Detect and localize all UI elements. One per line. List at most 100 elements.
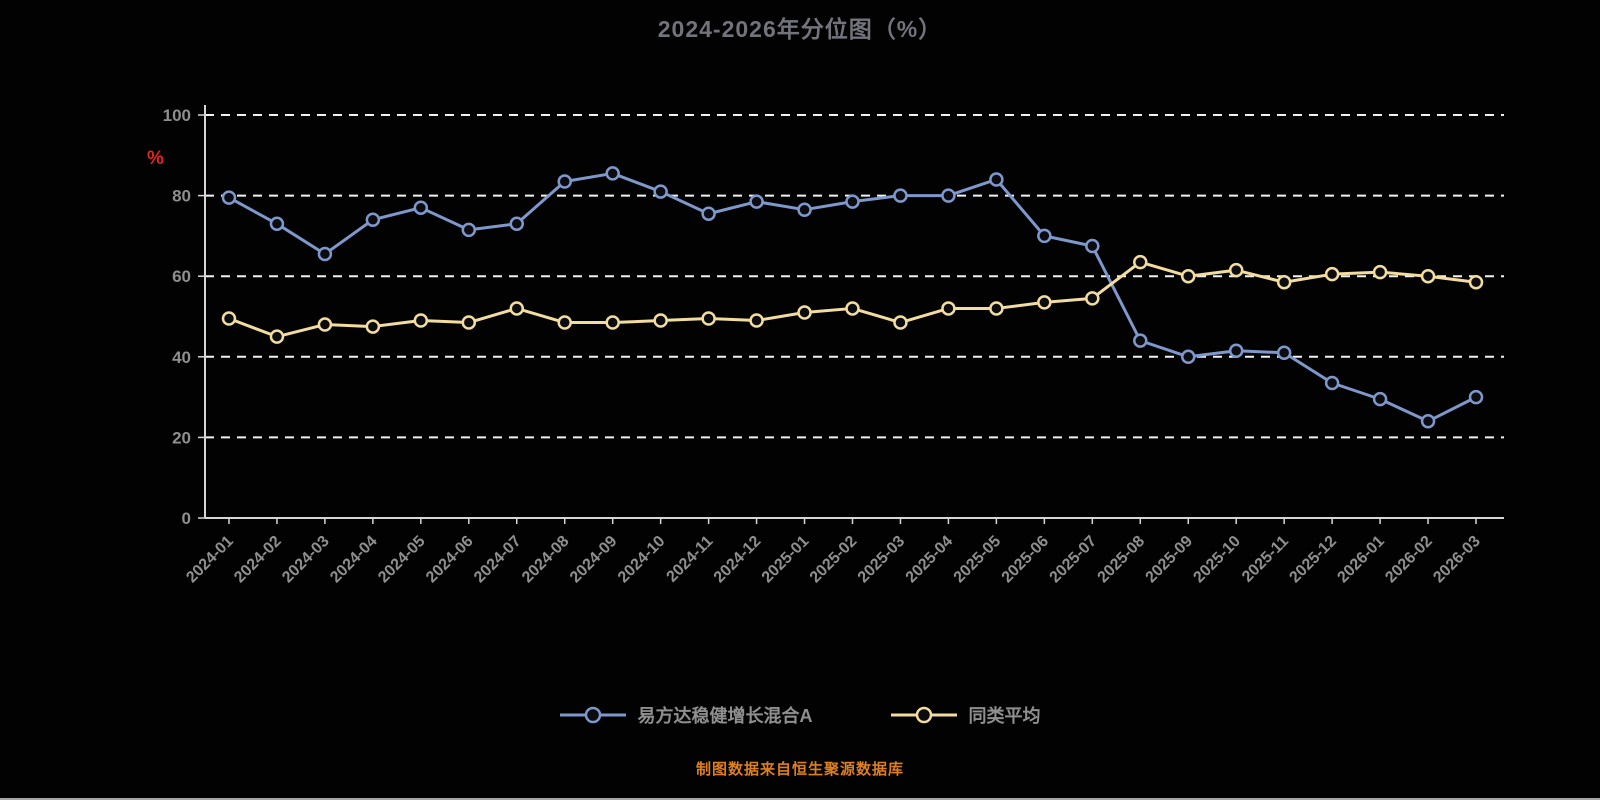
x-tick-label: 2024-09 — [567, 533, 621, 587]
y-tick-label: 40 — [172, 348, 191, 367]
data-point-s0-1[interactable] — [269, 216, 285, 232]
x-tick-label: 2026-02 — [1382, 533, 1436, 587]
data-point-s1-4[interactable] — [413, 313, 429, 328]
legend-label: 易方达稳健增长混合A — [637, 706, 813, 726]
data-point-s0-4[interactable] — [413, 200, 429, 215]
x-tick-label: 2025-03 — [855, 533, 909, 587]
x-tick-label: 2024-11 — [664, 533, 717, 586]
data-point-s1-7[interactable] — [557, 315, 572, 330]
data-point-s1-12[interactable] — [797, 305, 812, 320]
data-point-s0-8[interactable] — [605, 166, 620, 181]
y-tick-label: 60 — [172, 267, 191, 286]
data-point-s1-9[interactable] — [653, 313, 668, 328]
legend-marker-icon — [890, 706, 957, 724]
x-tick-label: 2025-05 — [951, 533, 1005, 587]
data-point-s0-9[interactable] — [653, 184, 668, 199]
data-point-s1-6[interactable] — [509, 301, 525, 316]
data-point-s0-3[interactable] — [365, 212, 381, 228]
data-point-s0-20[interactable] — [1180, 349, 1196, 365]
data-point-s1-8[interactable] — [605, 315, 620, 330]
data-point-s1-20[interactable] — [1180, 268, 1196, 284]
data-point-s0-5[interactable] — [461, 222, 477, 238]
data-point-s0-14[interactable] — [893, 188, 908, 203]
line-chart: 020406080100%2024-012024-022024-032024-0… — [147, 105, 1504, 587]
x-tick-label: 2024-05 — [375, 533, 429, 587]
x-tick-label: 2025-07 — [1047, 533, 1101, 587]
data-point-s0-24[interactable] — [1372, 391, 1388, 407]
y-tick-label: 80 — [172, 187, 191, 206]
data-point-s1-11[interactable] — [749, 313, 764, 328]
data-point-s0-6[interactable] — [509, 216, 525, 232]
x-tick-label: 2024-12 — [711, 533, 765, 587]
data-point-s0-2[interactable] — [317, 246, 333, 262]
x-tick-label: 2024-07 — [471, 533, 525, 587]
data-point-s1-5[interactable] — [461, 315, 477, 330]
x-tick-label: 2024-06 — [423, 533, 477, 587]
data-point-s1-21[interactable] — [1228, 262, 1244, 278]
data-point-s1-25[interactable] — [1420, 268, 1436, 284]
data-point-s0-10[interactable] — [701, 206, 716, 221]
data-point-s1-22[interactable] — [1276, 274, 1292, 290]
data-point-s0-19[interactable] — [1133, 333, 1148, 348]
data-point-s0-0[interactable] — [221, 190, 237, 205]
data-point-s1-10[interactable] — [701, 311, 716, 326]
legend-circle — [584, 706, 601, 724]
data-point-s1-3[interactable] — [365, 319, 381, 334]
data-point-s1-26[interactable] — [1468, 274, 1484, 290]
data-point-s0-21[interactable] — [1228, 343, 1244, 359]
data-point-s1-17[interactable] — [1037, 295, 1052, 310]
data-point-s0-17[interactable] — [1037, 228, 1052, 244]
data-point-s0-23[interactable] — [1324, 375, 1340, 391]
x-tick-label: 2025-08 — [1095, 533, 1149, 587]
data-source-note: 制图数据来自恒生聚源数据库 — [695, 761, 904, 778]
data-point-s1-1[interactable] — [269, 329, 285, 344]
x-tick-label: 2025-04 — [903, 533, 957, 587]
x-tick-label: 2025-10 — [1190, 533, 1244, 587]
x-tick-label: 2025-01 — [759, 533, 813, 587]
x-tick-label: 2026-03 — [1430, 533, 1484, 587]
legend-label: 同类平均 — [968, 706, 1041, 726]
x-tick-label: 2026-01 — [1334, 533, 1388, 587]
x-tick-label: 2025-11 — [1239, 533, 1292, 586]
data-point-s0-18[interactable] — [1085, 238, 1100, 254]
data-point-s1-16[interactable] — [989, 301, 1004, 316]
legend: 易方达稳健增长混合A 同类平均 — [0, 702, 1600, 728]
legend-circle — [915, 706, 932, 724]
data-point-s1-14[interactable] — [893, 315, 908, 330]
data-point-s0-22[interactable] — [1276, 345, 1292, 361]
legend-item-0[interactable]: 易方达稳健增长混合A — [559, 702, 813, 728]
data-point-s0-12[interactable] — [797, 202, 812, 217]
x-tick-label: 2025-09 — [1143, 533, 1197, 587]
data-point-s0-15[interactable] — [941, 188, 956, 203]
data-point-s0-16[interactable] — [989, 172, 1004, 187]
legend-marker-icon — [559, 706, 626, 724]
data-point-s1-24[interactable] — [1372, 264, 1388, 280]
data-point-s1-18[interactable] — [1085, 291, 1100, 306]
x-tick-label: 2024-03 — [279, 533, 333, 587]
chart-title: 2024-2026年分位图（%） — [657, 16, 943, 42]
data-point-s1-15[interactable] — [941, 301, 956, 316]
y-tick-label: 100 — [163, 106, 191, 125]
legend-item-1[interactable]: 同类平均 — [890, 702, 1041, 728]
y-axis-unit-label: % — [147, 148, 164, 169]
data-point-s0-25[interactable] — [1420, 414, 1436, 429]
bottom-edge-line — [0, 798, 1600, 800]
data-point-s1-0[interactable] — [221, 311, 237, 326]
x-tick-label: 2024-02 — [231, 533, 285, 587]
data-point-s0-7[interactable] — [557, 174, 572, 189]
x-tick-label: 2024-01 — [183, 533, 237, 587]
x-tick-label: 2025-02 — [807, 533, 861, 587]
y-tick-label: 0 — [182, 509, 191, 528]
data-point-s1-13[interactable] — [845, 301, 860, 316]
x-tick-label: 2024-04 — [327, 533, 381, 587]
data-point-s0-26[interactable] — [1468, 389, 1484, 405]
x-tick-label: 2024-08 — [519, 533, 573, 587]
y-tick-label: 20 — [172, 428, 191, 447]
data-point-s0-13[interactable] — [845, 194, 860, 209]
data-point-s1-2[interactable] — [317, 317, 333, 332]
x-tick-label: 2024-10 — [615, 533, 669, 587]
data-point-s1-19[interactable] — [1133, 254, 1148, 270]
data-point-s1-23[interactable] — [1324, 266, 1340, 282]
data-point-s0-11[interactable] — [749, 194, 764, 209]
